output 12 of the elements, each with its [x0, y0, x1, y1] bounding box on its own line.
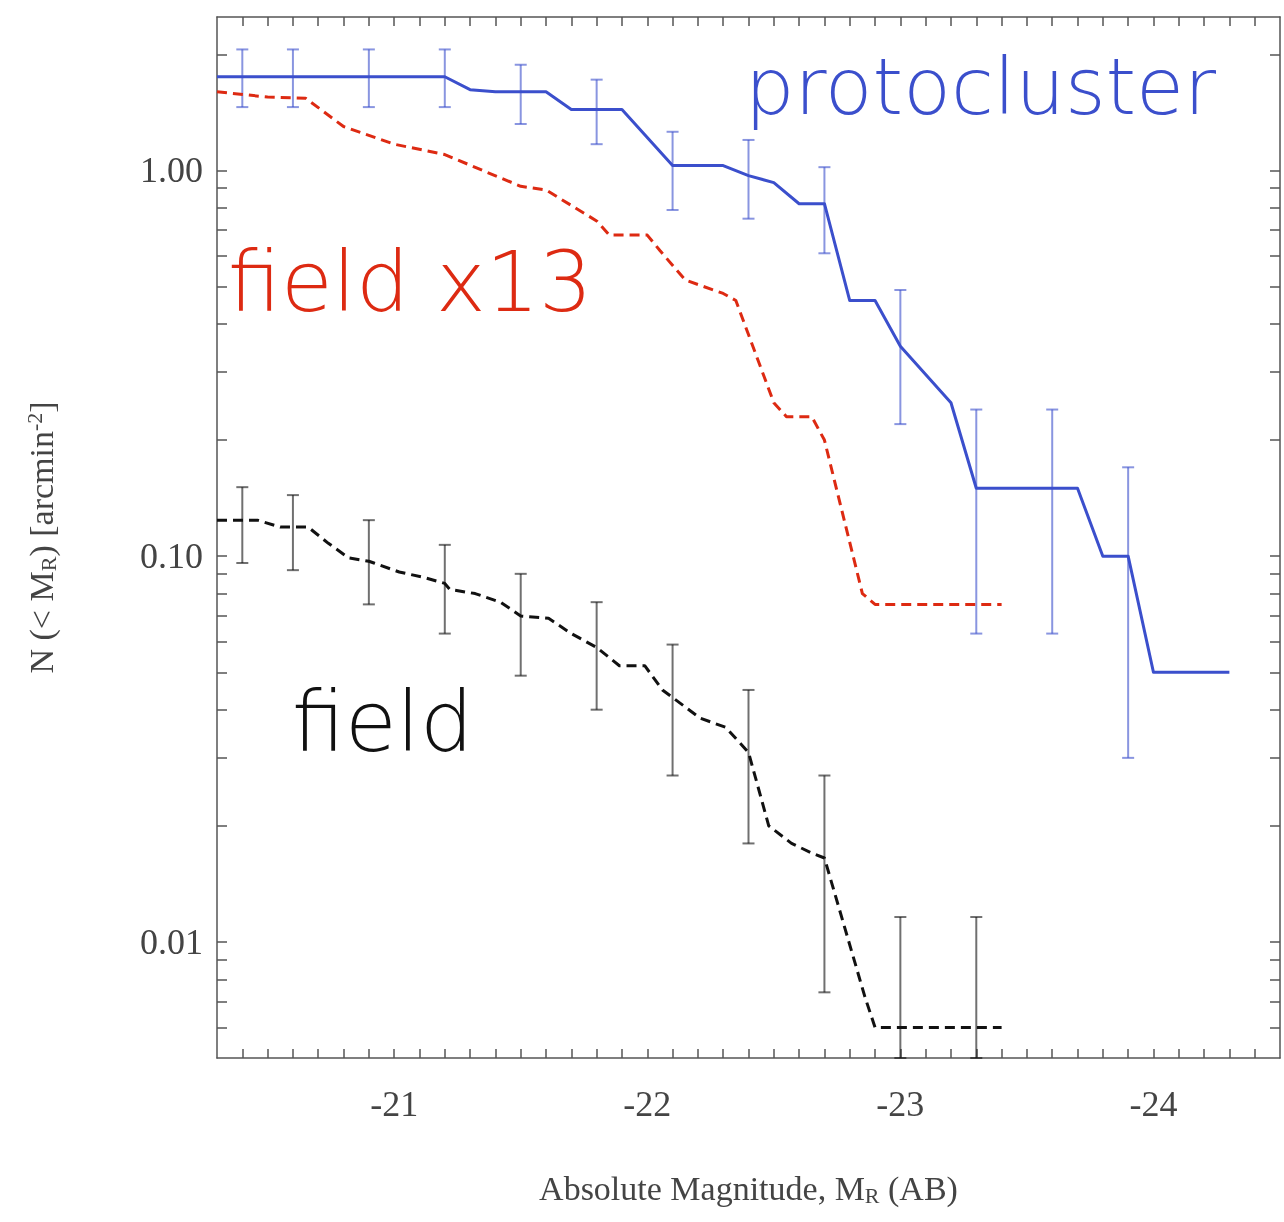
x-tick-label: -23 [876, 1084, 925, 1124]
line-series [215, 518, 1004, 1029]
y-tick-label: 0.10 [140, 536, 203, 577]
x-tick-label: -21 [370, 1084, 419, 1124]
series-label: protocluster [745, 42, 1217, 132]
y-tick-label: 1.00 [140, 150, 203, 191]
series-label: field [292, 673, 474, 771]
x-tick-label: -22 [623, 1084, 672, 1124]
y-tick-label: 0.01 [140, 921, 203, 962]
series-label: field x13 [228, 233, 593, 331]
x-tick-label: -24 [1129, 1084, 1178, 1124]
y-axis-title: N (< MR) [arcmin-2] [21, 401, 61, 674]
